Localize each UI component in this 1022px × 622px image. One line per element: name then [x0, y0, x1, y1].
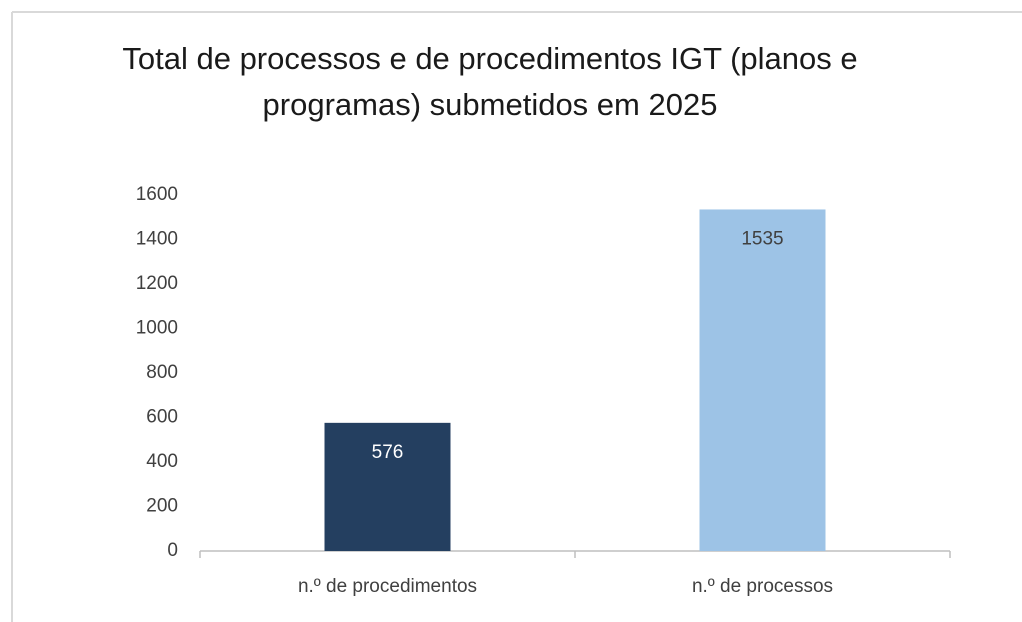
y-tick-label: 600: [146, 407, 178, 428]
y-tick-label: 400: [146, 451, 178, 472]
y-tick-label: 1000: [136, 318, 178, 339]
chart-title: Total de processos e de procedimentos IG…: [122, 41, 858, 122]
bar: [324, 422, 451, 551]
y-tick-label: 0: [167, 540, 178, 561]
y-tick-label: 800: [146, 362, 178, 383]
x-tick-label: n.º de procedimentos: [298, 576, 477, 597]
value-label: 576: [372, 442, 404, 463]
y-tick-label: 1400: [136, 229, 178, 250]
x-tick-label: n.º de processos: [692, 576, 833, 597]
y-tick-label: 200: [146, 496, 178, 517]
y-tick-label: 1600: [136, 184, 178, 205]
value-label: 1535: [741, 228, 783, 249]
y-tick-label: 1200: [136, 273, 178, 294]
bar: [699, 209, 826, 551]
